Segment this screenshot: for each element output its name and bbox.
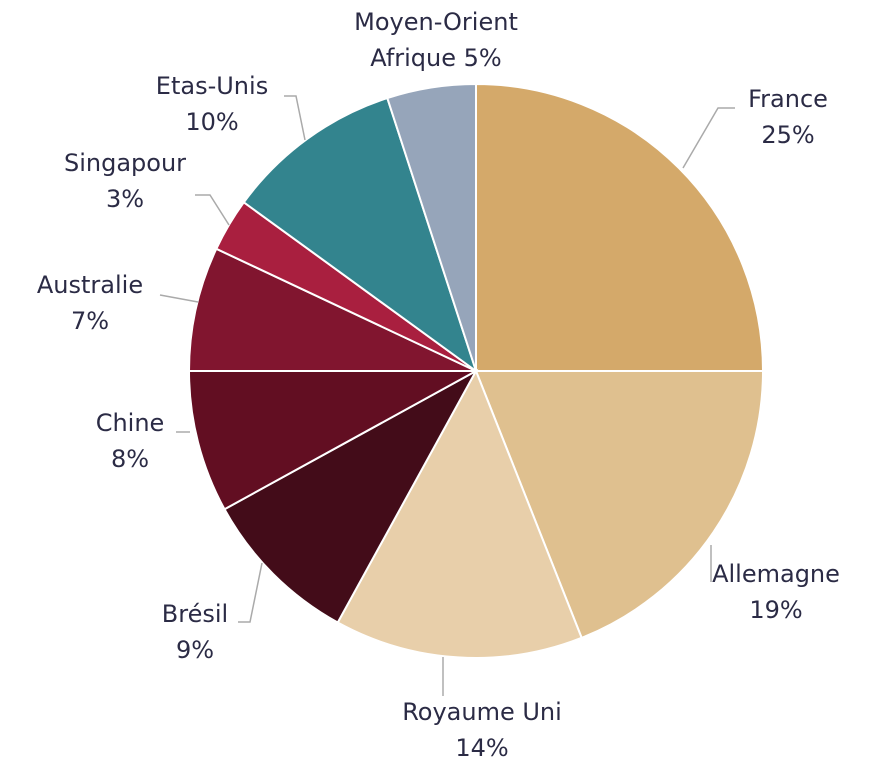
slice-label: Chine 8% [96,405,165,477]
leader-line [682,107,735,169]
value-label: 14% [455,734,509,762]
leader-line [159,294,199,303]
slice-label: Australie 7% [37,267,143,339]
value-label: 7% [70,307,110,335]
pie-slice [474,370,765,640]
category-label: Australie [36,271,144,299]
pie-slice [242,96,478,374]
slice-label: Brésil 9% [162,596,228,668]
category-label: Etas-Unis [155,72,269,100]
value-label: 19% [749,596,803,624]
category-label: Brésil [161,600,229,628]
pie-slice [187,247,477,372]
category-label: Allemagne [712,560,840,588]
category-label: Singapour [63,149,187,177]
leader-line [238,562,263,623]
value-label: 5% [463,44,502,72]
slice-label: Etas-Unis 10% [156,68,268,140]
slice-label: France 25% [748,81,828,153]
slice-label: Moyen-Orient Afrique 5% [336,4,536,76]
value-label: 9% [175,636,215,664]
value-label: 10% [185,108,239,136]
pie-slice [187,370,477,511]
slice-label: Singapour 3% [64,145,186,217]
category-label: Chine [95,409,165,437]
leader-line [195,194,230,226]
pie-slice [336,368,583,659]
slice-label: Allemagne 19% [712,556,840,628]
category-label: Royaume Uni [402,698,562,726]
slice-label: Royaume Uni 14% [402,694,562,762]
value-label: 8% [110,445,150,473]
category-label: France [748,85,828,113]
pie-slice [475,82,765,372]
leader-line [284,95,306,141]
pie-slice [386,82,477,372]
value-label: 3% [105,185,145,213]
category-label: Moyen-Orient Afrique [354,8,518,72]
value-label: 25% [761,121,815,149]
pie-slice [223,368,479,624]
